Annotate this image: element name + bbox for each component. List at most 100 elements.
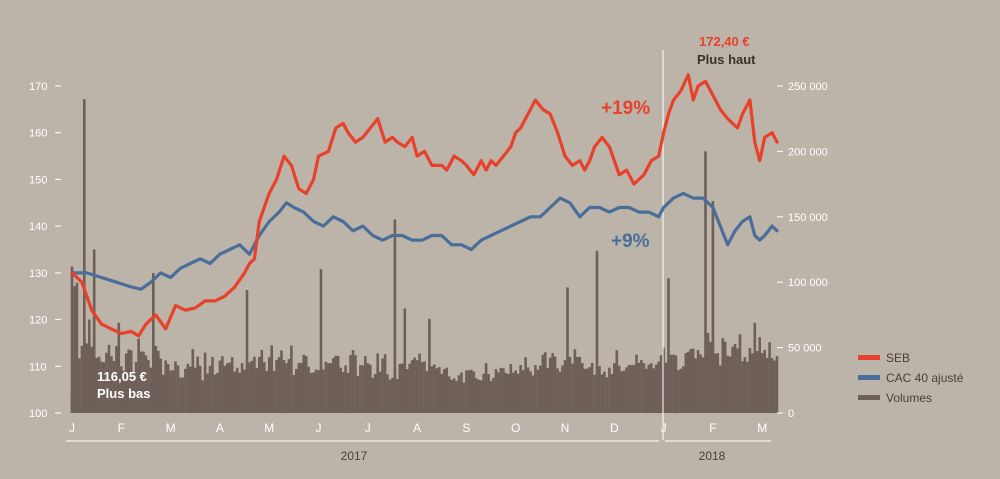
- month-label: F: [709, 421, 716, 435]
- volume-bar: [733, 343, 737, 413]
- volume-bar: [610, 374, 614, 413]
- volume-bar: [615, 350, 619, 413]
- volume-bar: [438, 367, 441, 413]
- volume-bar: [756, 351, 759, 413]
- volume-bar: [307, 366, 310, 413]
- volume-bar: [462, 382, 466, 413]
- month-label: J: [661, 421, 667, 435]
- volume-bar: [383, 354, 387, 413]
- volume-bar: [581, 363, 584, 413]
- volume-bar: [748, 347, 752, 413]
- volume-bar: [233, 371, 236, 413]
- volume-bar: [223, 365, 227, 413]
- volume-bar: [662, 347, 665, 413]
- volume-bar: [640, 360, 643, 413]
- volume-bar: [465, 370, 468, 413]
- volume-bar: [650, 363, 653, 413]
- price-lines: [70, 73, 779, 338]
- volume-bar: [719, 365, 722, 413]
- volume-bar: [73, 286, 76, 413]
- cac-change-label: +9%: [611, 231, 650, 252]
- volume-bar: [388, 379, 392, 413]
- volume-bar: [287, 359, 291, 413]
- volume-bar: [726, 355, 729, 413]
- volume-bar: [526, 367, 530, 413]
- right-tick-label: 0: [788, 408, 794, 420]
- volume-bar: [519, 365, 522, 413]
- volume-bar: [339, 367, 342, 413]
- volume-bar: [332, 358, 335, 413]
- volume-bar: [329, 363, 333, 413]
- volume-bar: [637, 362, 641, 413]
- volume-bar: [290, 345, 293, 413]
- volume-bar: [541, 354, 545, 413]
- volume-bar: [477, 379, 480, 413]
- volume-bar: [371, 377, 374, 413]
- volume-bar: [728, 356, 732, 413]
- volume-bar: [418, 353, 421, 413]
- volume-bar: [630, 365, 633, 413]
- volume-bar: [221, 356, 224, 413]
- left-tick-label: 130: [29, 268, 47, 280]
- volume-bar: [548, 357, 552, 413]
- volume-bar: [391, 377, 394, 413]
- month-label: J: [69, 421, 75, 435]
- left-tick-label: 110: [29, 361, 47, 373]
- month-label: A: [413, 421, 421, 435]
- volume-bar: [645, 368, 648, 413]
- volume-bar: [760, 353, 764, 413]
- volume-bar: [115, 346, 118, 413]
- volume-bar: [620, 371, 623, 413]
- volume-bar: [546, 367, 549, 413]
- volume-bar: [413, 357, 416, 413]
- volume-bar: [738, 334, 742, 413]
- volume-bar: [354, 355, 357, 413]
- volume-bar: [312, 372, 315, 413]
- volume-bar: [373, 374, 377, 413]
- volume-bar: [714, 353, 717, 413]
- legend-label-seb: SEB: [886, 351, 910, 365]
- volume-bar: [509, 363, 513, 413]
- volume-bar: [475, 378, 478, 413]
- volume-bar: [304, 355, 308, 413]
- volume-bar: [529, 371, 532, 413]
- volume-bar: [430, 366, 434, 413]
- right-tick-label: 250 000: [788, 81, 828, 93]
- volume-bar: [193, 367, 197, 413]
- volume-bar: [245, 290, 249, 413]
- volume-bar: [544, 352, 547, 413]
- volume-bar: [635, 354, 638, 413]
- volume-bar: [80, 345, 84, 413]
- volume-bar: [751, 353, 754, 413]
- volume-bar: [573, 349, 577, 413]
- volume-bar: [147, 360, 150, 413]
- volume-bar: [152, 273, 155, 413]
- month-label: S: [462, 421, 470, 435]
- volume-bar: [682, 366, 685, 413]
- volume-bar: [723, 341, 727, 413]
- volume-bar: [127, 349, 130, 413]
- left-tick-label: 120: [29, 315, 47, 327]
- volume-bar: [613, 363, 616, 413]
- right-tick-label: 50 000: [788, 343, 822, 355]
- legend-label-cac: CAC 40 ajusté: [886, 371, 964, 385]
- volume-bar: [625, 367, 628, 413]
- volume-bar: [85, 343, 89, 413]
- volume-bar: [704, 151, 707, 413]
- volume-bar: [598, 366, 601, 413]
- volume-bar: [132, 373, 135, 413]
- volume-bar: [297, 362, 301, 413]
- volume-bar: [122, 370, 126, 413]
- volume-bar: [672, 354, 675, 413]
- volume-bar: [487, 374, 490, 413]
- volume-bar: [334, 355, 338, 413]
- volume-bar: [142, 351, 145, 413]
- volume-bar: [181, 377, 185, 413]
- volume-bar: [139, 351, 143, 413]
- volume-bar: [588, 367, 591, 413]
- volume-bar: [504, 372, 508, 413]
- volume-bar: [467, 370, 471, 413]
- volume-bar: [701, 357, 705, 413]
- volume-bar: [684, 353, 688, 413]
- volume-bar: [507, 374, 510, 413]
